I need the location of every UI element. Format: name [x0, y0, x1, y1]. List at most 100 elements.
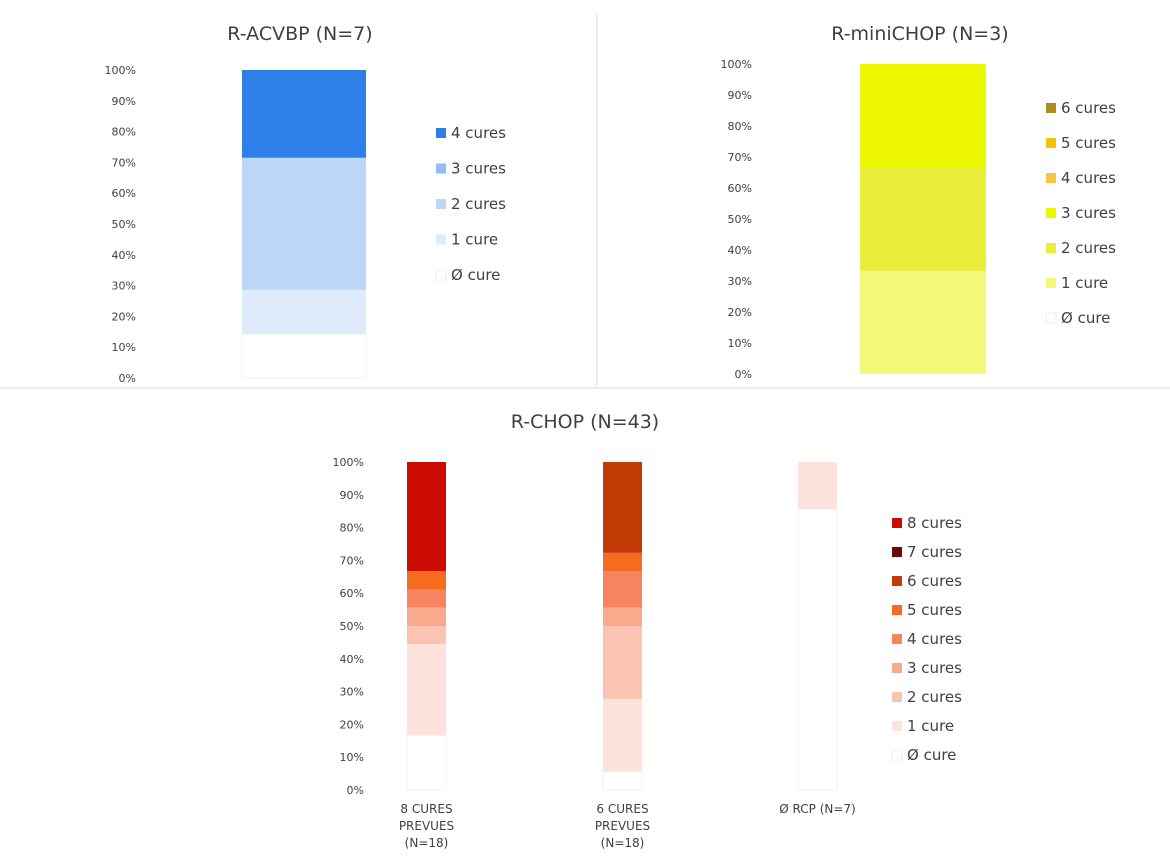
legend-label: 3 cures — [451, 160, 506, 178]
legend-label: 7 cures — [907, 543, 962, 561]
y-tick-label: 70% — [340, 554, 364, 567]
legend-swatch — [1046, 278, 1056, 288]
chart-0: R-ACVBP (N=7) 0% 10% 20% 30% 40% 50% 60% 70% 80% 9… — [105, 23, 507, 385]
bar-segment — [860, 167, 986, 271]
legend-label: 1 cure — [1061, 274, 1108, 292]
y-tick-label: 30% — [340, 686, 364, 699]
bar-segment — [407, 462, 446, 572]
legend-swatch — [892, 605, 902, 615]
legend-label: 3 cures — [1061, 204, 1116, 222]
y-tick-label: 30% — [112, 280, 136, 293]
x-category-label: (N=18) — [601, 836, 645, 850]
legend-swatch — [892, 663, 902, 673]
x-category-label: 6 CURES — [596, 802, 648, 816]
y-tick-label: 90% — [340, 489, 364, 502]
legend-label: 3 cures — [907, 659, 962, 677]
y-tick-label: 90% — [728, 89, 752, 102]
bar-segment — [603, 552, 642, 572]
bar-segment — [860, 64, 986, 168]
y-tick-label: 80% — [112, 126, 136, 139]
legend-label: Ø cure — [451, 266, 500, 284]
legend-swatch — [892, 547, 902, 557]
legend-swatch — [436, 199, 446, 209]
y-tick-label: 0% — [347, 784, 364, 797]
legend-swatch — [436, 163, 446, 174]
y-tick-label: 60% — [728, 182, 752, 195]
x-category-label: Ø RCP (N=7) — [779, 802, 855, 816]
legend-swatch — [436, 234, 446, 245]
legend-swatch — [891, 749, 903, 761]
y-tick-label: 40% — [728, 244, 752, 257]
legend-label: 2 cures — [907, 688, 962, 706]
legend-swatch — [1046, 173, 1056, 183]
bar-segment — [603, 462, 642, 553]
legend-label: 2 cures — [1061, 239, 1116, 257]
chart-2: R-CHOP (N=43) 0% 10% 20% 30% 40% 50% 60% 70% 80% 9… — [333, 411, 963, 850]
legend-label: 4 cures — [907, 630, 962, 648]
y-tick-label: 20% — [340, 718, 364, 731]
y-tick-label: 80% — [728, 120, 752, 133]
y-tick-label: 50% — [112, 218, 136, 231]
legend-swatch — [436, 128, 446, 138]
bar-segment — [602, 771, 643, 791]
y-tick-label: 70% — [112, 156, 136, 169]
bar-segment — [797, 508, 838, 791]
bar-segment — [603, 626, 642, 699]
legend-label: 1 cure — [907, 717, 954, 735]
bar-segment — [860, 270, 986, 374]
bar-segment — [407, 589, 446, 608]
legend-label: 4 cures — [451, 124, 506, 142]
legend-label: 8 cures — [907, 514, 962, 532]
bar-segment — [407, 571, 446, 590]
legend-label: Ø cure — [907, 746, 956, 764]
chart-1: R-miniCHOP (N=3) 0% 10% 20% 30% 40% 50% 60% 70% 8… — [721, 23, 1117, 381]
legend-label: 2 cures — [451, 195, 506, 213]
bar-segment — [603, 607, 642, 626]
chart-title: R-ACVBP (N=7) — [227, 23, 372, 45]
y-tick-label: 20% — [728, 306, 752, 319]
chart-title: R-miniCHOP (N=3) — [831, 23, 1008, 45]
bar-segment — [603, 571, 642, 608]
legend-swatch — [1046, 243, 1056, 253]
legend-swatch — [892, 576, 902, 586]
bar-segment — [407, 644, 446, 736]
y-tick-label: 10% — [112, 341, 136, 354]
bar-segment — [242, 70, 366, 158]
y-tick-label: 60% — [112, 187, 136, 200]
legend-swatch — [892, 721, 902, 731]
y-tick-label: 100% — [105, 64, 136, 77]
bar-segment — [242, 157, 366, 290]
y-tick-label: 50% — [340, 620, 364, 633]
x-category-label: 8 CURES — [400, 802, 452, 816]
legend-label: 5 cures — [907, 601, 962, 619]
y-tick-label: 70% — [728, 151, 752, 164]
legend-swatch — [892, 634, 902, 644]
y-tick-label: 20% — [112, 310, 136, 323]
legend-label: 4 cures — [1061, 169, 1116, 187]
y-tick-label: 100% — [721, 58, 752, 71]
y-tick-label: 10% — [340, 751, 364, 764]
bar-segment — [242, 289, 366, 334]
y-tick-label: 40% — [112, 249, 136, 262]
legend-swatch — [1046, 103, 1056, 113]
bar-segment — [407, 607, 446, 626]
legend-label: Ø cure — [1061, 309, 1110, 327]
bar-segment — [406, 734, 447, 791]
y-tick-label: 80% — [340, 522, 364, 535]
y-tick-label: 0% — [735, 368, 752, 381]
legend-swatch — [1046, 208, 1056, 218]
legend-swatch — [1046, 138, 1056, 148]
y-tick-label: 100% — [333, 456, 364, 469]
x-category-label: PREVUES — [399, 819, 454, 833]
y-tick-label: 30% — [728, 275, 752, 288]
legend-swatch — [1045, 312, 1057, 324]
legend-swatch — [892, 692, 902, 702]
y-tick-label: 60% — [340, 587, 364, 600]
legend-label: 6 cures — [1061, 99, 1116, 117]
x-category-label: (N=18) — [405, 836, 449, 850]
legend-label: 6 cures — [907, 572, 962, 590]
legend-label: 1 cure — [451, 231, 498, 249]
legend-swatch — [892, 518, 902, 528]
bar-segment — [407, 626, 446, 645]
